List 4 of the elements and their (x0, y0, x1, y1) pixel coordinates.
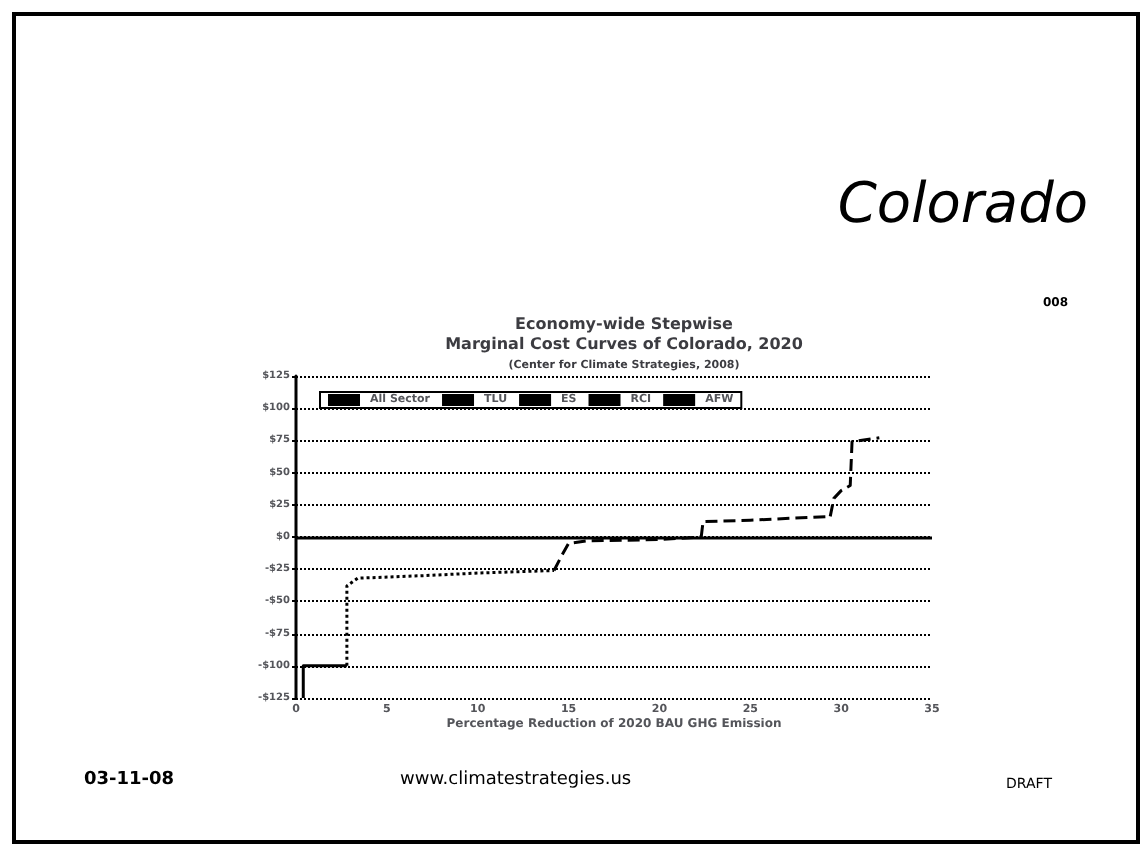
chart-title: Economy-wide Stepwise Marginal Cost Curves of Colorado, 2020 (445, 315, 804, 353)
text: 03-11-08 (84, 770, 175, 790)
text: www.climatestrategies.us (400, 770, 632, 790)
text: Colorado (837, 170, 1088, 236)
